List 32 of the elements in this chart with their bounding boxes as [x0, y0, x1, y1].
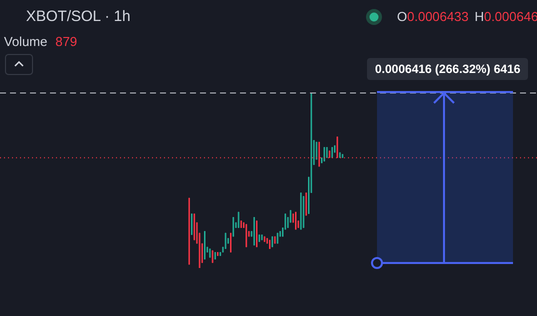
text: H — [474, 9, 484, 24]
candlestick — [300, 192, 302, 230]
candlestick — [326, 147, 328, 158]
chart-title: XBOT/SOL · 1h — [26, 8, 130, 25]
candlestick — [209, 248, 211, 258]
candlestick — [232, 217, 234, 237]
candlestick — [324, 147, 326, 162]
candlestick — [188, 198, 190, 265]
candlestick — [253, 217, 255, 246]
text: 0.0006416 (266.32%) 6416 — [367, 58, 528, 80]
candlestick — [238, 212, 240, 228]
candlestick — [212, 250, 214, 263]
candlestick — [339, 152, 341, 158]
candlestick — [194, 214, 196, 240]
candlestick — [258, 234, 260, 242]
candlestick — [240, 220, 242, 228]
candlestick — [305, 192, 307, 216]
candlestick — [331, 147, 333, 158]
text: 0.0006433 — [407, 9, 469, 24]
text: O — [397, 9, 408, 24]
candlestick — [342, 154, 344, 158]
candlestick — [246, 224, 248, 248]
candlestick — [274, 236, 276, 244]
candlestick — [276, 232, 278, 244]
candlestick — [261, 234, 263, 240]
text: 879 — [55, 34, 78, 49]
candlestick — [272, 236, 274, 248]
candlestick — [264, 236, 266, 242]
candlestick — [224, 232, 226, 249]
candlestick — [214, 252, 216, 260]
text: Volume — [4, 34, 48, 49]
candlestick — [302, 196, 304, 228]
